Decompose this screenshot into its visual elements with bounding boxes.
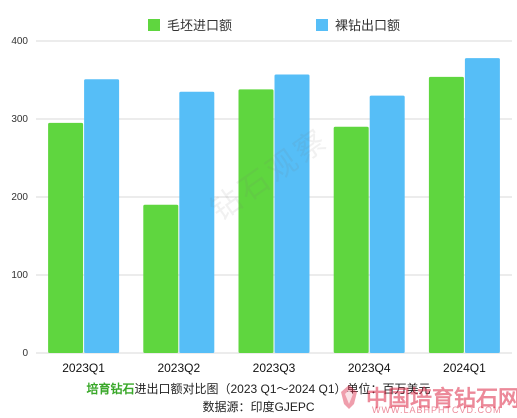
diamond-logo-icon [341,385,357,409]
legend-swatch-2 [316,19,328,31]
x-tick-label-2024Q1: 2024Q1 [443,361,486,375]
chart-caption: 培育钻石进出口额对比图（2023 Q1～2024 Q1）单位：百万美元 [0,380,517,397]
x-tick-label-2023Q2: 2023Q2 [157,361,200,375]
chart-source: 数据源：印度GJEPC [202,400,315,414]
bar-2024Q1-series-1 [428,76,464,353]
y-tick-label-300: 300 [11,114,28,125]
site-logo-title: 中国培育钻石网 [366,387,517,412]
site-logo-url: WWW.LABHPHTCVD.COM [372,405,502,415]
bar-2023Q2-series-1 [143,204,179,353]
bar-2023Q1-series-2 [84,79,120,353]
bar-2024Q1-series-2 [464,58,500,353]
bar-2023Q1-series-1 [48,122,84,354]
x-tick-label-2023Q3: 2023Q3 [253,361,296,375]
bar-2023Q4-series-2 [369,95,405,353]
legend-label-2: 裸钻出口额 [335,18,400,33]
bar-2023Q4-series-1 [333,126,369,353]
caption-brand: 培育钻石 [86,382,135,396]
bar-2023Q3-series-1 [238,89,274,354]
y-tick-label-100: 100 [11,270,28,281]
x-tick-label-2023Q4: 2023Q4 [348,361,391,375]
bar-2023Q2-series-2 [179,91,215,353]
caption-title: 进出口额对比图（2023 Q1～2024 Q1）单位：百万美元 [134,382,431,396]
legend-swatch-1 [148,19,160,31]
bar-2023Q3-series-2 [274,74,310,353]
y-tick-label-0: 0 [22,348,28,359]
y-tick-label-400: 400 [11,36,28,47]
y-tick-label-200: 200 [11,192,28,203]
bar-chart: 0 100 200 300 400 毛坯进口额 裸钻出口额 2023Q1 2023Q2 2023Q… [11,18,512,375]
legend-label-1: 毛坯进口额 [167,18,232,33]
x-tick-label-2023Q1: 2023Q1 [62,361,105,375]
